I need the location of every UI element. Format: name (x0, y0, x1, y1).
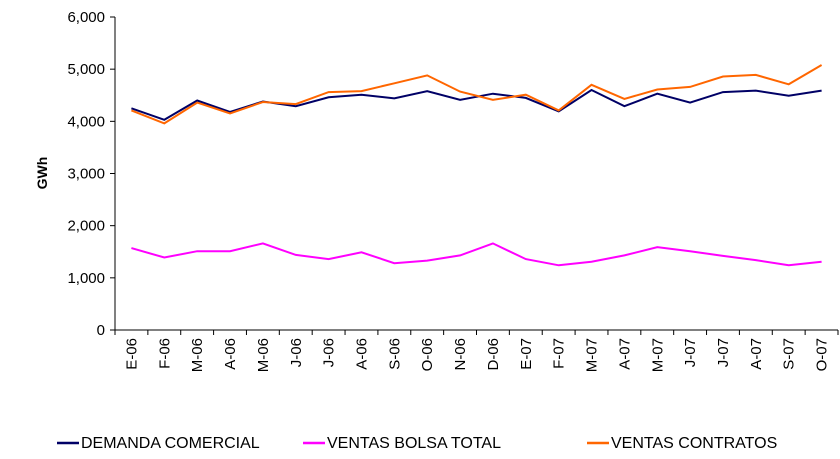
x-tick-label: O-06 (419, 338, 436, 371)
series-line (131, 64, 823, 125)
y-axis-label: GWh (34, 157, 50, 190)
x-tick-label: J-06 (321, 338, 338, 367)
x-tick-label: S-07 (781, 338, 798, 370)
x-tick-label: M-06 (255, 338, 272, 372)
y-tick-label: 5,000 (67, 61, 105, 78)
y-tick-label: 3,000 (67, 166, 105, 183)
y-tick-label: 6,000 (67, 9, 105, 26)
x-tick-label: E-06 (123, 338, 140, 370)
x-tick-label: J-06 (288, 338, 305, 367)
x-tick-label: D-06 (485, 338, 502, 371)
x-tick-label: O-07 (814, 338, 831, 371)
x-tick-label: S-06 (386, 338, 403, 370)
x-tick-label: M-07 (584, 338, 601, 372)
x-tick-label: F-06 (156, 338, 173, 369)
legend-label: VENTAS BOLSA TOTAL (327, 435, 501, 452)
x-tick-label: J-07 (682, 338, 699, 367)
y-tick-label: 4,000 (67, 113, 105, 130)
x-tick-label: N-06 (452, 338, 469, 371)
legend-label: DEMANDA COMERCIAL (81, 435, 260, 452)
x-tick-label: F-07 (551, 338, 568, 369)
series-line (131, 242, 822, 267)
x-tick-label: A-07 (616, 338, 633, 370)
y-tick-label: 0 (97, 322, 105, 339)
y-tick-label: 2,000 (67, 218, 105, 235)
series-line (131, 88, 822, 121)
x-tick-label: A-07 (748, 338, 765, 370)
legend-label: VENTAS CONTRATOS (611, 435, 777, 452)
x-tick-label: A-06 (222, 338, 239, 370)
y-tick-label: 1,000 (67, 270, 105, 287)
x-tick-label: A-06 (353, 338, 370, 370)
x-tick-label: J-07 (715, 338, 732, 367)
x-tick-label: M-07 (649, 338, 666, 372)
x-tick-label: M-06 (189, 338, 206, 372)
x-tick-label: E-07 (518, 338, 535, 370)
